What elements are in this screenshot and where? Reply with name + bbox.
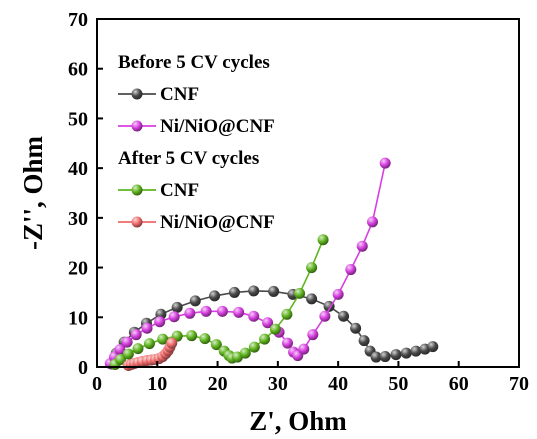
- legend-item: CNF: [118, 84, 199, 105]
- data-point: [400, 347, 412, 359]
- series-layer: [104, 157, 439, 372]
- data-point: [281, 308, 293, 320]
- data-point: [248, 285, 260, 297]
- series-2: [109, 234, 329, 371]
- data-point: [248, 341, 260, 353]
- data-point: [379, 351, 391, 363]
- x-tick-label: 10: [147, 373, 167, 395]
- data-point: [166, 337, 178, 349]
- plot-frame: [96, 18, 520, 368]
- data-point: [390, 349, 402, 361]
- legend-group-title: Before 5 CV cycles: [118, 52, 270, 73]
- legend-item: Ni/NiO@CNF: [118, 212, 275, 233]
- data-point: [186, 330, 198, 342]
- data-point: [184, 307, 196, 319]
- data-point: [154, 316, 166, 328]
- data-point: [200, 305, 212, 317]
- data-point: [345, 264, 357, 276]
- data-point: [132, 343, 144, 355]
- data-point: [115, 354, 127, 366]
- y-tick-label: 70: [68, 9, 88, 31]
- legend-marker: [131, 184, 143, 196]
- data-point: [294, 287, 306, 299]
- axis-ticks: 0 10 20 30 40 50 60 70 0 10 20 30 40 50 60 70: [68, 9, 529, 395]
- y-tick-label: 10: [68, 307, 88, 329]
- legend-item: CNF: [118, 180, 199, 201]
- data-point: [370, 351, 382, 363]
- series-3: [122, 337, 178, 372]
- legend-label: CNF: [160, 84, 199, 105]
- data-point: [306, 293, 318, 305]
- x-tick-label: 30: [268, 373, 288, 395]
- data-point: [233, 306, 245, 318]
- data-point: [209, 290, 221, 302]
- x-tick-label: 20: [208, 373, 228, 395]
- series-line: [109, 163, 386, 364]
- data-point: [338, 310, 350, 322]
- legend-group-title: After 5 CV cycles: [118, 148, 259, 169]
- data-point: [427, 341, 439, 353]
- data-point: [410, 345, 422, 357]
- data-point: [379, 157, 391, 169]
- data-point: [269, 323, 281, 335]
- data-point: [307, 329, 319, 341]
- data-point: [216, 305, 228, 317]
- y-axis-title: -Z'', Ohm: [18, 135, 48, 250]
- data-point: [262, 317, 274, 329]
- y-tick-label: 60: [68, 59, 88, 81]
- legend-marker: [131, 120, 143, 132]
- data-point: [122, 348, 134, 360]
- x-tick-label: 0: [92, 373, 102, 395]
- data-point: [358, 335, 370, 347]
- legend: Before 5 CV cycles CNF Ni/NiO@CNF After 5 C…: [118, 52, 275, 233]
- data-point: [282, 337, 294, 349]
- data-point: [121, 336, 133, 348]
- legend-marker: [131, 88, 143, 100]
- data-point: [356, 240, 368, 252]
- data-point: [199, 333, 211, 345]
- data-point: [210, 339, 222, 351]
- data-point: [130, 329, 142, 341]
- data-point: [168, 311, 180, 323]
- x-tick-label: 70: [509, 373, 529, 395]
- data-point: [189, 295, 201, 307]
- data-point: [350, 322, 362, 334]
- legend-marker: [131, 216, 143, 228]
- data-point: [141, 322, 153, 334]
- y-tick-label: 30: [68, 208, 88, 230]
- data-point: [367, 216, 379, 228]
- y-tick-label: 40: [68, 158, 88, 180]
- y-tick-label: 50: [68, 108, 88, 130]
- data-point: [248, 310, 260, 322]
- data-point: [239, 347, 251, 359]
- data-point: [228, 286, 240, 298]
- data-point: [171, 301, 183, 313]
- y-tick-label: 20: [68, 258, 88, 280]
- data-point: [143, 338, 155, 350]
- x-axis-title: Z', Ohm: [249, 406, 347, 436]
- data-point: [317, 234, 329, 246]
- legend-label: Ni/NiO@CNF: [160, 116, 275, 137]
- data-point: [268, 285, 280, 297]
- x-tick-label: 50: [388, 373, 408, 395]
- legend-label: CNF: [160, 180, 199, 201]
- data-point: [298, 343, 310, 355]
- x-tick-label: 60: [449, 373, 469, 395]
- data-point: [332, 288, 344, 300]
- y-tick-label: 0: [78, 357, 88, 379]
- legend-item: Ni/NiO@CNF: [118, 116, 275, 137]
- data-point: [259, 333, 271, 345]
- data-point: [306, 262, 318, 274]
- x-tick-label: 40: [328, 373, 348, 395]
- data-point: [157, 333, 169, 345]
- data-point: [114, 344, 126, 356]
- data-point: [319, 310, 331, 322]
- legend-label: Ni/NiO@CNF: [160, 212, 275, 233]
